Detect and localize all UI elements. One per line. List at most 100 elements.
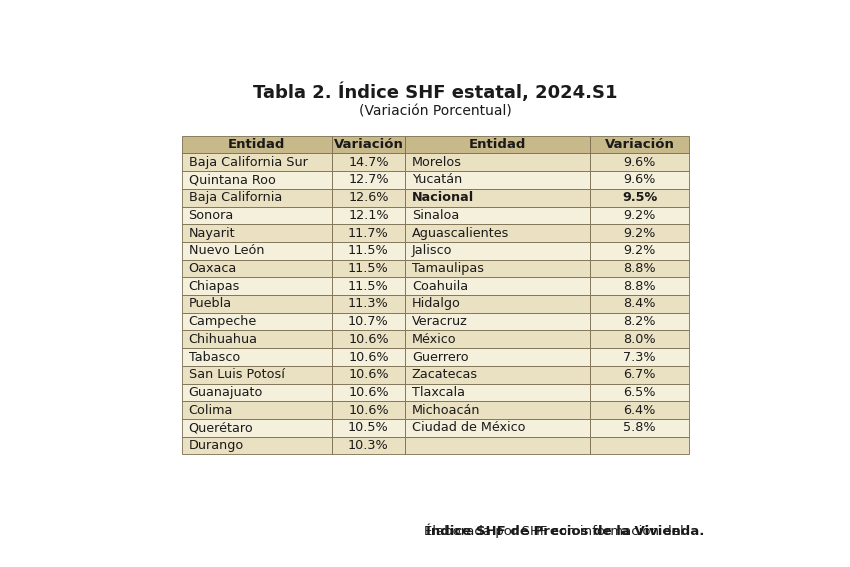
Text: 7.3%: 7.3% (624, 350, 656, 363)
Bar (182, 384, 332, 401)
Text: Durango: Durango (189, 439, 244, 452)
Text: 6.5%: 6.5% (624, 386, 656, 399)
Bar (332, 384, 405, 401)
Text: 9.6%: 9.6% (624, 156, 656, 169)
Text: Oaxaca: Oaxaca (189, 262, 237, 275)
Bar (591, 384, 689, 401)
Bar (332, 437, 405, 454)
Text: 8.4%: 8.4% (624, 298, 656, 310)
Bar (332, 366, 405, 384)
Bar (405, 136, 591, 154)
Bar (591, 366, 689, 384)
Bar (405, 154, 591, 171)
Text: 11.5%: 11.5% (348, 244, 388, 257)
Text: 10.3%: 10.3% (348, 439, 388, 452)
Bar (332, 171, 405, 189)
Bar (182, 260, 332, 277)
Text: Veracruz: Veracruz (411, 315, 468, 328)
Bar (591, 189, 689, 206)
Bar (591, 348, 689, 366)
Text: Guerrero: Guerrero (411, 350, 468, 363)
Bar (332, 260, 405, 277)
Text: Tlaxcala: Tlaxcala (411, 386, 465, 399)
Bar (405, 171, 591, 189)
Bar (405, 366, 591, 384)
Text: Nacional: Nacional (411, 191, 474, 204)
Text: Variación: Variación (333, 138, 404, 151)
Bar (332, 189, 405, 206)
Bar (332, 206, 405, 224)
Bar (332, 401, 405, 419)
Bar (182, 419, 332, 437)
Bar (332, 331, 405, 348)
Bar (332, 277, 405, 295)
Text: 12.6%: 12.6% (348, 191, 388, 204)
Bar (591, 224, 689, 242)
Text: Aguascalientes: Aguascalientes (411, 227, 509, 240)
Text: Chiapas: Chiapas (189, 280, 240, 293)
Text: Sonora: Sonora (189, 209, 234, 222)
Text: Variación: Variación (605, 138, 675, 151)
Text: 8.8%: 8.8% (624, 262, 656, 275)
Bar (182, 401, 332, 419)
Text: Morelos: Morelos (411, 156, 462, 169)
Text: 9.2%: 9.2% (624, 209, 656, 222)
Bar (405, 224, 591, 242)
Bar (182, 331, 332, 348)
Text: Tabla 2. Índice SHF estatal, 2024.S1: Tabla 2. Índice SHF estatal, 2024.S1 (253, 82, 618, 102)
Text: Quintana Roo: Quintana Roo (189, 174, 275, 187)
Text: Campeche: Campeche (189, 315, 257, 328)
Text: 9.5%: 9.5% (622, 191, 657, 204)
Text: 10.6%: 10.6% (348, 350, 388, 363)
Text: 5.8%: 5.8% (624, 421, 656, 434)
Bar (591, 277, 689, 295)
Bar (405, 260, 591, 277)
Bar (405, 242, 591, 260)
Text: Elaborada por SHF con información del: Elaborada por SHF con información del (424, 526, 688, 538)
Text: Entidad: Entidad (469, 138, 526, 151)
Bar (405, 331, 591, 348)
Bar (182, 154, 332, 171)
Bar (332, 348, 405, 366)
Text: 14.7%: 14.7% (348, 156, 388, 169)
Bar (332, 154, 405, 171)
Text: 9.2%: 9.2% (624, 227, 656, 240)
Bar (591, 242, 689, 260)
Text: Índice SHF de Precios de la Vivienda.: Índice SHF de Precios de la Vivienda. (426, 526, 704, 538)
Bar (591, 136, 689, 154)
Bar (405, 401, 591, 419)
Text: 11.3%: 11.3% (348, 298, 388, 310)
Text: Entidad: Entidad (228, 138, 286, 151)
Text: 9.2%: 9.2% (624, 244, 656, 257)
Text: 10.6%: 10.6% (348, 368, 388, 381)
Text: 11.7%: 11.7% (348, 227, 388, 240)
Text: 6.7%: 6.7% (624, 368, 656, 381)
Text: 8.8%: 8.8% (624, 280, 656, 293)
Text: 8.0%: 8.0% (624, 333, 656, 346)
Bar (182, 277, 332, 295)
Bar (405, 384, 591, 401)
Text: 11.5%: 11.5% (348, 280, 388, 293)
Bar (182, 171, 332, 189)
Bar (405, 295, 591, 313)
Bar (405, 313, 591, 331)
Bar (591, 437, 689, 454)
Bar (182, 313, 332, 331)
Bar (182, 136, 332, 154)
Text: 10.7%: 10.7% (348, 315, 388, 328)
Text: 8.2%: 8.2% (624, 315, 656, 328)
Text: 9.6%: 9.6% (624, 174, 656, 187)
Bar (591, 154, 689, 171)
Text: 11.5%: 11.5% (348, 262, 388, 275)
Text: Nayarit: Nayarit (189, 227, 235, 240)
Text: México: México (411, 333, 456, 346)
Text: Baja California Sur: Baja California Sur (189, 156, 308, 169)
Bar (591, 206, 689, 224)
Text: Chihuahua: Chihuahua (189, 333, 258, 346)
Bar (182, 437, 332, 454)
Text: Hidalgo: Hidalgo (411, 298, 461, 310)
Bar (405, 206, 591, 224)
Bar (182, 206, 332, 224)
Text: 6.4%: 6.4% (624, 404, 656, 417)
Text: Zacatecas: Zacatecas (411, 368, 478, 381)
